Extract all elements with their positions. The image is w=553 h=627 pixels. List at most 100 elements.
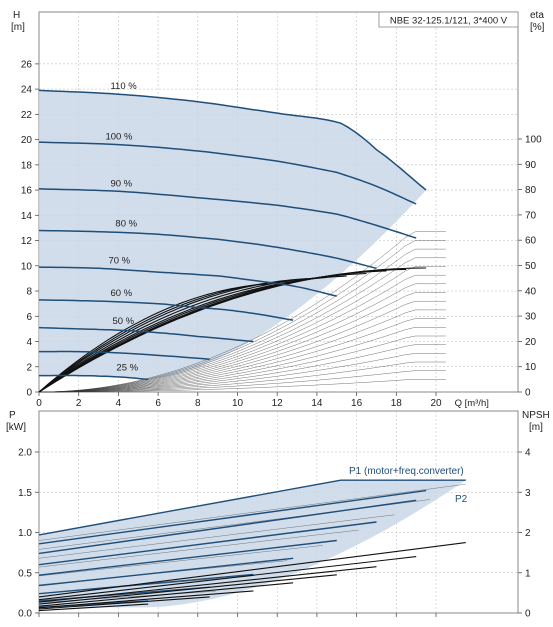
qh-y-tick-label: 8	[26, 287, 32, 298]
qh-x-tick-label: 12	[272, 398, 284, 409]
p1-curve-line	[38, 479, 466, 536]
qh-y-tick-label: 14	[21, 211, 33, 222]
eta-y-tick-label: 90	[525, 160, 537, 171]
efficiency-curve-line	[38, 278, 308, 393]
power-y-tick-label: 2.0	[18, 448, 32, 459]
qh-curve-100pct	[38, 141, 417, 205]
efficiency-curves	[38, 267, 427, 393]
power-y-tick-label: 1.5	[18, 488, 32, 499]
p1-curve-line	[38, 557, 294, 587]
qh-curve-label: 110 %	[110, 81, 137, 92]
qh-y-tick-label: 4	[26, 337, 32, 348]
p1-curve-line	[38, 573, 254, 595]
qh-curve-80pct	[38, 229, 377, 270]
title-box	[378, 11, 519, 28]
qh-x-tick-label: 6	[155, 398, 161, 409]
qh-curves	[38, 89, 427, 381]
power-y-tick-label: 0.5	[18, 568, 32, 579]
qh-y-tick-label: 26	[21, 59, 33, 70]
eta-y-tick-label: 40	[525, 286, 537, 297]
qh-curve-70pct	[38, 266, 337, 297]
npsh-y-axis-label: NPSH	[522, 410, 550, 421]
qh-y-tick-label: 20	[21, 135, 33, 146]
qh-y-axis-unit: [m]	[11, 22, 25, 33]
qh-curve-50pct	[38, 326, 254, 343]
power-operating-area	[39, 480, 466, 608]
qh-x-axis-label: Q [m³/h]	[455, 398, 489, 409]
npsh-y-tick-label: 0	[525, 609, 531, 620]
power-guide-line	[38, 514, 395, 559]
p1-curves	[38, 479, 466, 609]
eta-y-tick-label: 80	[525, 185, 537, 196]
system-curve-line	[38, 231, 446, 393]
qh-x-tick-label: 10	[232, 398, 244, 409]
qh-y-axis-label: H	[13, 10, 20, 21]
system-curve-line	[38, 318, 446, 393]
system-curve-line	[38, 275, 446, 393]
system-curve-line	[39, 361, 446, 393]
qh-curve-label: 70 %	[108, 255, 130, 266]
title-box-text: NBE 32-125.1/121, 3*400 V	[390, 16, 508, 27]
qh-y-tick-label: 6	[26, 312, 32, 323]
npsh-y-tick-label: 3	[525, 488, 531, 499]
qh-curve-label: 60 %	[110, 288, 132, 299]
qh-x-tick-label: 16	[351, 398, 363, 409]
eta-y-tick-label: 30	[525, 312, 537, 323]
power-y-axis-unit: [kW]	[6, 422, 26, 433]
qh-y-tick-label: 10	[21, 261, 33, 272]
qh-x-tick-label: 8	[195, 398, 201, 409]
eta-y-tick-label: 70	[525, 210, 537, 221]
npsh-y-tick-label: 1	[525, 568, 531, 579]
qh-curve-110pct	[38, 89, 427, 191]
npsh-curves	[38, 542, 466, 612]
system-curve-line	[38, 301, 446, 393]
qh-curve-label: 50 %	[112, 316, 134, 327]
system-curve-line	[38, 257, 446, 393]
power-y-tick-label: 0.0	[18, 609, 32, 620]
npsh-y-tick-label: 4	[525, 448, 531, 459]
qh-curve-60pct	[38, 299, 294, 321]
efficiency-curve-line	[38, 267, 427, 393]
npsh-curve-line	[38, 596, 210, 610]
eta-y-tick-label: 50	[525, 261, 537, 272]
eta-y-tick-label: 10	[525, 362, 537, 373]
npsh-curve-line	[38, 542, 466, 598]
qh-x-tick-label: 2	[76, 398, 82, 409]
qh-curve-label: 25 %	[116, 363, 138, 374]
eta-y-tick-label: 60	[525, 236, 537, 247]
p1-curve-line	[38, 489, 427, 545]
efficiency-curve-line	[38, 276, 327, 393]
npsh-y-tick-label: 2	[525, 528, 531, 539]
qh-y-tick-label: 0	[26, 388, 32, 399]
npsh-curve-line	[38, 582, 294, 607]
qh-curve-label: 100 %	[105, 132, 132, 143]
power-guide-line	[38, 529, 359, 568]
qh-x-tick-label: 18	[391, 398, 403, 409]
power-guide-line	[38, 545, 323, 577]
efficiency-curve-line	[38, 283, 268, 393]
qh-x-tick-label: 14	[311, 398, 323, 409]
eta-y-tick-label: 0	[525, 388, 531, 399]
system-curve-line	[39, 379, 446, 393]
npsh-curve-line	[38, 603, 149, 612]
efficiency-curve-line	[38, 280, 288, 393]
system-curve-line	[38, 283, 446, 393]
power-y-tick-label: 1.0	[18, 528, 32, 539]
qh-curve-90pct	[38, 188, 417, 239]
qh-x-tick-label: 4	[116, 398, 122, 409]
p1-curve-line	[38, 539, 337, 576]
system-curve-line	[38, 309, 446, 393]
eta-y-tick-label: 20	[525, 337, 537, 348]
npsh-curve-line	[38, 574, 337, 605]
power-y-axis-label: P	[9, 410, 16, 421]
system-curve-line	[39, 327, 446, 393]
eta-y-axis-label: eta	[530, 10, 544, 21]
legend-p2-label: P2	[455, 494, 468, 505]
system-curve-line	[38, 292, 446, 393]
qh-curve-40pct	[39, 350, 210, 360]
qh-y-tick-label: 16	[21, 186, 33, 197]
system-curve-line	[39, 335, 446, 393]
system-curve-line	[39, 370, 446, 393]
system-curves	[38, 231, 446, 393]
